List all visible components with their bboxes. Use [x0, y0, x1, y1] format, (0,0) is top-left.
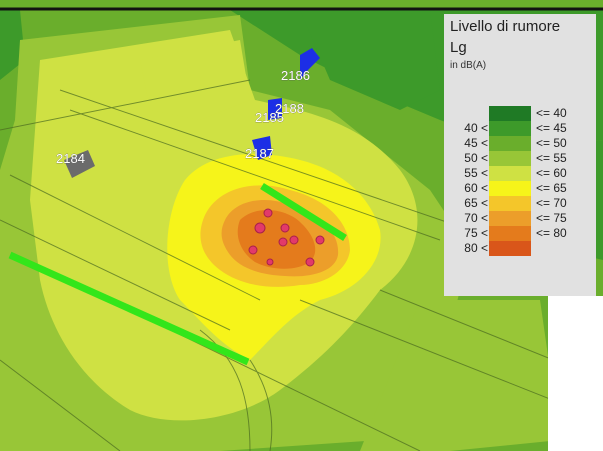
- legend-class-row: 70 < <= 75: [444, 211, 596, 226]
- legend-class-swatch: [489, 136, 531, 151]
- legend-class-lower-bound: 70 <: [464, 211, 488, 225]
- legend-class-swatch: [489, 196, 531, 211]
- legend-class-upper-bound: <= 70: [536, 196, 567, 210]
- receiver-points: [248, 208, 325, 267]
- legend-class-swatch: [489, 106, 531, 121]
- legend-class-swatch: [489, 181, 531, 196]
- blank-margin: [548, 296, 603, 451]
- legend-class-lower-bound: 60 <: [464, 181, 488, 195]
- building-label-2185: 2185: [255, 110, 284, 125]
- legend-class-row: 75 < <= 80: [444, 226, 596, 241]
- building-label-2188: 2188: [275, 101, 304, 116]
- zone-50-55-south: [360, 300, 560, 451]
- legend-class-swatch: [489, 241, 531, 256]
- zone-dark-top: [300, 10, 440, 110]
- legend-class-swatch: [489, 211, 531, 226]
- legend-class-swatch: [489, 121, 531, 136]
- legend-class-lower-bound: 45 <: [464, 136, 488, 150]
- legend-class-swatch: [489, 151, 531, 166]
- building-label-2186: 2186: [281, 68, 310, 83]
- legend-class-upper-bound: <= 55: [536, 151, 567, 165]
- legend-class-swatch: [489, 226, 531, 241]
- legend-class-upper-bound: <= 60: [536, 166, 567, 180]
- legend-class-lower-bound: 80 <: [464, 241, 488, 255]
- legend-class-row: 50 < <= 55: [444, 151, 596, 166]
- legend-class-swatch: [489, 166, 531, 181]
- building-label-2187: 2187: [245, 146, 274, 161]
- building-2186-shape: [300, 48, 320, 80]
- noise-barrier-east: [260, 183, 347, 241]
- legend-class-upper-bound: <= 40: [536, 106, 567, 120]
- legend-class-row: 60 < <= 65: [444, 181, 596, 196]
- zone-55-60-north: [140, 40, 250, 120]
- legend-class-upper-bound: <= 75: [536, 211, 567, 225]
- legend-class-row: 80 <: [444, 241, 596, 256]
- legend-class-upper-bound: <= 50: [536, 136, 567, 150]
- legend-class-row: 55 < <= 60: [444, 166, 596, 181]
- road-lines: [0, 79, 603, 451]
- legend-class-lower-bound: 40 <: [464, 121, 488, 135]
- legend-class-upper-bound: <= 65: [536, 181, 567, 195]
- legend-class-lower-bound: 50 <: [464, 151, 488, 165]
- building-label-2184: 2184: [56, 151, 85, 166]
- legend-class-row: <= 40: [444, 106, 596, 121]
- legend-class-row: 40 < <= 45: [444, 121, 596, 136]
- legend-class-upper-bound: <= 80: [536, 226, 567, 240]
- legend-class-lower-bound: 75 <: [464, 226, 488, 240]
- building-2187-shape: [252, 136, 272, 160]
- building-2185-shape: [268, 98, 282, 120]
- legend-class-lower-bound: 65 <: [464, 196, 488, 210]
- legend-class-row: 45 < <= 50: [444, 136, 596, 151]
- legend-symbol: Lg: [450, 39, 467, 56]
- legend-panel: Livello di rumore Lg in dB(A) <= 40 40 < <…: [444, 14, 596, 296]
- legend-unit: in dB(A): [450, 60, 487, 71]
- legend-class-upper-bound: <= 45: [536, 121, 567, 135]
- legend-class-lower-bound: 55 <: [464, 166, 488, 180]
- legend-class-row: 65 < <= 70: [444, 196, 596, 211]
- legend-title: Livello di rumore: [450, 18, 561, 35]
- building-2184-shape: [64, 150, 95, 178]
- noise-barrier-southwest: [8, 251, 250, 366]
